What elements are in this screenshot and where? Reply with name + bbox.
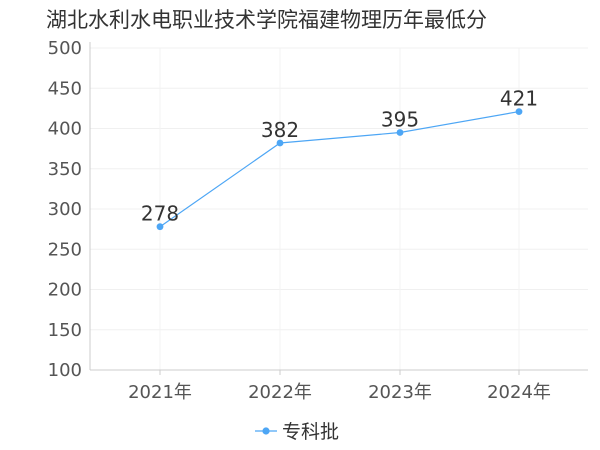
- data-label: 278: [141, 202, 179, 226]
- data-point[interactable]: [396, 129, 404, 136]
- grid-lines: [90, 47, 588, 370]
- y-tick-label: 350: [48, 159, 82, 180]
- data-point[interactable]: [276, 139, 284, 147]
- data-point[interactable]: [515, 108, 523, 115]
- x-tick-label: 2022年: [248, 382, 312, 403]
- x-tick-label: 2021年: [128, 382, 192, 403]
- y-tick-label: 100: [48, 360, 82, 381]
- x-tick-label: 2023年: [368, 382, 432, 403]
- x-axis: 2021年 2022年 2023年 2024年: [90, 369, 588, 403]
- legend[interactable]: 专科批: [255, 421, 339, 443]
- y-tick-label: 300: [48, 199, 82, 220]
- legend-point-marker: [262, 427, 270, 435]
- series-line: [159, 111, 520, 228]
- data-label: 395: [381, 108, 419, 132]
- data-point[interactable]: [156, 223, 164, 231]
- y-tick-label: 500: [48, 38, 82, 59]
- data-label: 382: [261, 118, 299, 142]
- data-label: 421: [500, 87, 538, 111]
- y-tick-label: 200: [48, 280, 82, 301]
- y-axis: 100 150 200 250 300 350 400 450 500: [48, 38, 91, 381]
- chart-title: 湖北水利水电职业技术学院福建物理历年最低分: [46, 8, 487, 32]
- y-tick-label: 400: [48, 119, 82, 140]
- x-tick-label: 2024年: [487, 382, 551, 403]
- y-tick-label: 150: [48, 320, 82, 341]
- series-group: [156, 108, 523, 231]
- y-tick-label: 450: [48, 78, 82, 99]
- legend-label: 专科批: [282, 421, 339, 443]
- y-tick-label: 250: [48, 239, 82, 260]
- data-labels: 278 382 395 421: [141, 87, 538, 226]
